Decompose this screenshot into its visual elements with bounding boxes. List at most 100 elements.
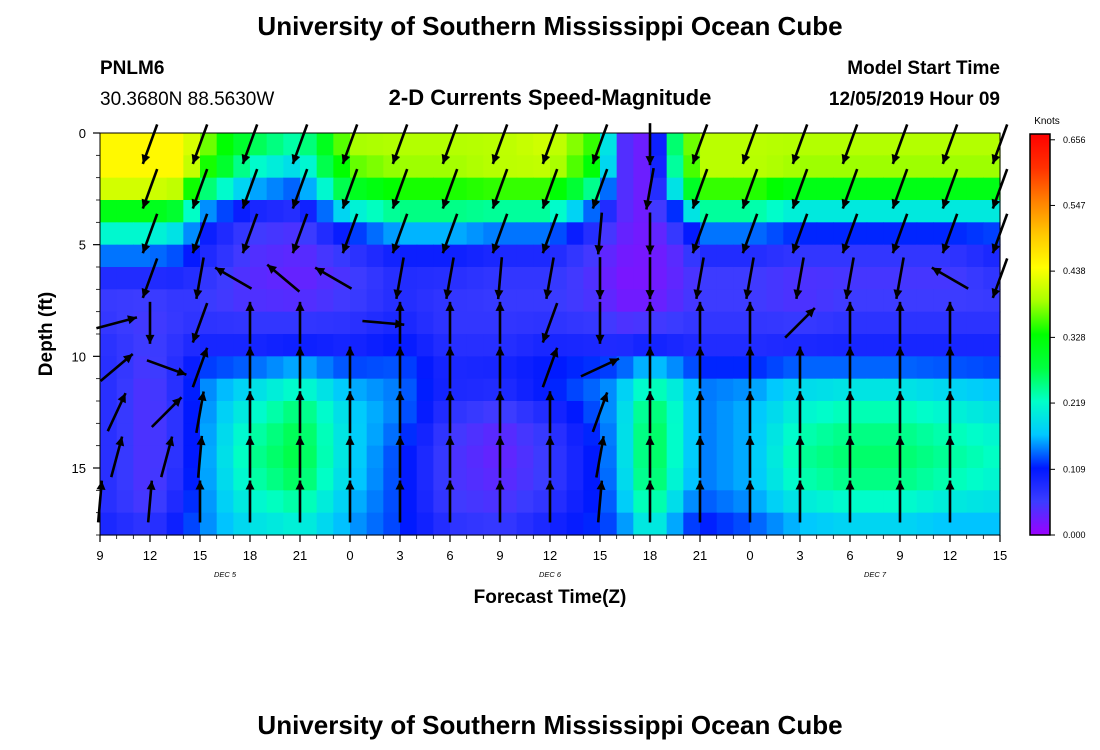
heatmap-cell — [650, 445, 668, 469]
heatmap-cell — [900, 289, 918, 313]
heatmap-cell — [133, 311, 151, 335]
heatmap-cell — [550, 356, 568, 380]
heatmap-cell — [300, 401, 318, 424]
heatmap-cell — [850, 490, 868, 514]
heatmap-cell — [883, 468, 901, 491]
heatmap-cell — [300, 133, 318, 156]
heatmap-cell — [666, 289, 684, 313]
heatmap-cell — [600, 490, 618, 514]
heatmap-cell — [483, 200, 501, 223]
heatmap-cell — [500, 222, 518, 246]
heatmap-cell — [616, 423, 634, 447]
current-arrow — [241, 123, 259, 165]
x-tick-label: 9 — [896, 548, 903, 563]
heatmap-cell — [733, 155, 751, 179]
heatmap-cell — [550, 267, 568, 290]
heatmap-cell — [100, 155, 118, 179]
heatmap-cell — [816, 222, 834, 246]
heatmap-cell — [683, 445, 701, 469]
heatmap-cell — [950, 222, 968, 246]
heatmap-cell — [166, 311, 184, 335]
plot-title: 2-D Currents Speed-Magnitude — [389, 85, 712, 110]
heatmap-cell — [383, 334, 401, 357]
heatmap-cell — [200, 311, 218, 335]
heatmap-cell — [366, 356, 384, 380]
heatmap-cell — [316, 334, 334, 357]
current-arrow — [895, 480, 905, 523]
heatmap-cell — [366, 222, 384, 246]
heatmap-cell — [983, 133, 1001, 156]
heatmap-cell — [133, 155, 151, 179]
heatmap-cell — [833, 468, 851, 491]
heatmap-cell — [883, 334, 901, 357]
heatmap-cell — [850, 267, 868, 290]
heatmap-cell — [266, 222, 284, 246]
heatmap-cell — [366, 289, 384, 313]
heatmap-cell — [883, 423, 901, 447]
heatmap-cell — [300, 200, 318, 223]
current-arrow — [594, 212, 604, 255]
current-arrow — [643, 167, 655, 210]
current-arrow — [441, 168, 459, 210]
heatmap-cell — [583, 244, 601, 268]
heatmap-cell — [716, 378, 734, 402]
heatmap-cell — [366, 267, 384, 290]
current-arrow — [691, 168, 709, 210]
heatmap-cell — [683, 512, 701, 536]
heatmap-cell — [233, 512, 251, 536]
heatmap-cell — [166, 468, 184, 491]
heatmap-cell — [266, 378, 284, 402]
heatmap-cell — [400, 200, 418, 223]
heatmap-cell — [950, 490, 968, 514]
heatmap-cell — [850, 289, 868, 313]
colorbar-tick-label: 0.109 — [1063, 464, 1086, 474]
heatmap-cell — [633, 490, 651, 514]
heatmap-cell — [850, 468, 868, 491]
heatmap-cell — [116, 378, 134, 402]
heatmap-cell — [466, 445, 484, 469]
current-arrow — [945, 301, 955, 344]
heatmap-cell — [750, 311, 768, 335]
heatmap-cell — [466, 200, 484, 223]
heatmap-cell — [583, 445, 601, 469]
heatmap-cell — [150, 222, 168, 246]
heatmap-cell — [916, 334, 934, 357]
current-arrow — [495, 435, 505, 478]
heatmap-cell — [533, 155, 551, 179]
heatmap-cell — [716, 334, 734, 357]
heatmap-cell — [133, 423, 151, 447]
heatmap-cell — [966, 267, 984, 290]
current-arrow — [195, 391, 207, 434]
heatmap-cell — [933, 289, 951, 313]
heatmap-cell — [616, 155, 634, 179]
heatmap-cell — [700, 244, 718, 268]
heatmap-cell — [116, 401, 134, 424]
heatmap-cell — [133, 490, 151, 514]
current-arrow — [245, 480, 255, 523]
heatmap-cell — [766, 222, 784, 246]
heatmap-cell — [516, 200, 534, 223]
heatmap-cell — [400, 490, 418, 514]
current-arrow — [891, 213, 909, 254]
heatmap-cell — [716, 356, 734, 380]
current-arrow — [795, 480, 805, 523]
heatmap-cell — [266, 445, 284, 469]
heatmap-cell — [450, 133, 468, 156]
heatmap-cell — [966, 356, 984, 380]
heatmap-cell — [350, 512, 368, 536]
heatmap-cell — [350, 378, 368, 402]
heatmap-cell — [533, 133, 551, 156]
heatmap-cell — [650, 200, 668, 223]
heatmap-cell — [750, 334, 768, 357]
current-arrow — [191, 302, 209, 344]
heatmap-cell — [483, 155, 501, 179]
heatmap-cell — [766, 155, 784, 179]
heatmap-cell — [583, 423, 601, 447]
heatmap-cell — [450, 222, 468, 246]
heatmap-cell — [800, 289, 818, 313]
heatmap-cell — [200, 445, 218, 469]
heatmap-cell — [866, 512, 884, 536]
current-arrow — [445, 480, 455, 523]
heatmap-cell — [416, 490, 434, 514]
current-arrow — [945, 346, 955, 389]
